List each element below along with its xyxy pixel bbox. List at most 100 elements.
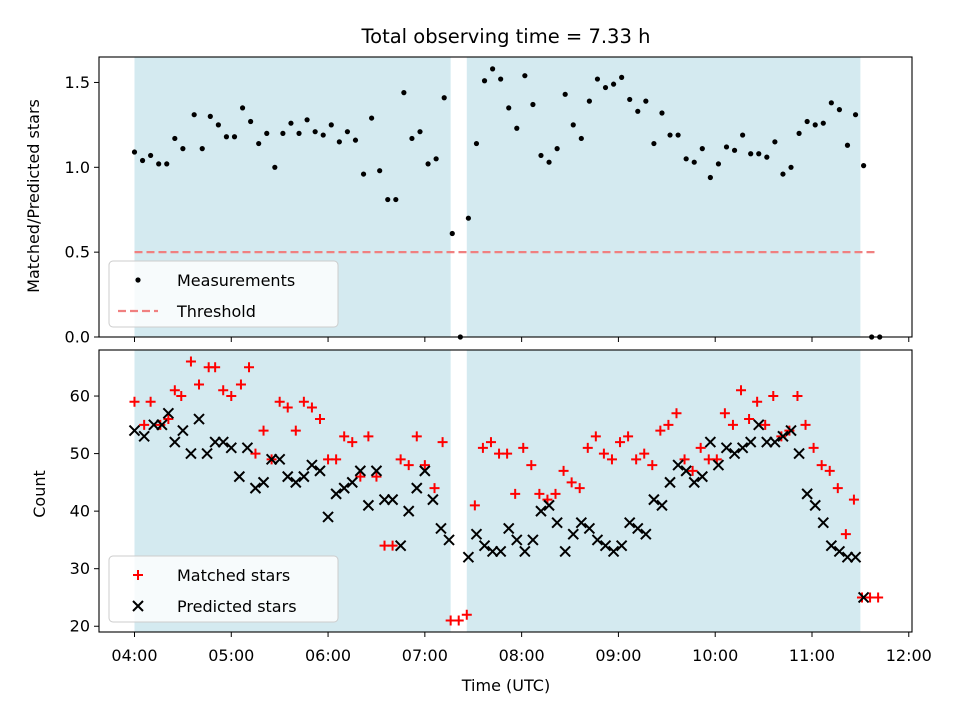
- y-tick-label: 1.0: [65, 158, 90, 177]
- predicted-star-point: [503, 522, 515, 535]
- matched-star-point: [655, 425, 666, 436]
- measurement-point: [401, 90, 407, 96]
- predicted-star-point: [346, 476, 358, 489]
- measurement-point: [586, 98, 592, 104]
- matched-star-point: [461, 609, 472, 620]
- matched-star-point: [429, 483, 440, 494]
- matched-star-point: [800, 419, 811, 430]
- predicted-star-point: [857, 591, 870, 604]
- matched-star-point: [371, 471, 382, 482]
- predicted-star-point: [672, 459, 684, 471]
- measurement-point: [852, 112, 859, 118]
- matched-star-point: [744, 414, 755, 425]
- measurement-point: [707, 174, 713, 181]
- predicted-star-point: [233, 470, 246, 483]
- predicted-star-point: [314, 465, 326, 477]
- matched-star-point: [510, 488, 521, 499]
- predicted-star-point: [241, 442, 254, 454]
- predicted-star-point: [567, 528, 579, 540]
- measurement-point: [731, 147, 738, 153]
- predicted-star-point: [599, 539, 612, 552]
- predicted-star-point: [338, 482, 350, 494]
- measurement-point: [320, 132, 326, 138]
- predicted-star-point: [511, 534, 523, 546]
- matched-star-point: [518, 442, 529, 453]
- measurement-point: [489, 66, 496, 72]
- measurement-point: [562, 91, 568, 97]
- predicted-star-point: [354, 465, 367, 477]
- predicted-star-point: [225, 442, 237, 454]
- matched-star-point: [485, 437, 496, 448]
- count-panel: 20 30 40 50 60 04:00 05:00 06:00 07:00 08:00 09:00…: [70, 349, 932, 665]
- matched-star-point: [282, 402, 293, 413]
- matched-star-point: [679, 454, 690, 465]
- predicted-star-point: [615, 539, 628, 552]
- predicted-star-point: [443, 534, 455, 546]
- measurement-point: [828, 100, 834, 106]
- predicted-star-point: [583, 522, 596, 535]
- predicted-star-point: [403, 505, 415, 517]
- ratio-panel: 0.0 0.5 1.0 1.5 Measurements Threshold: [65, 56, 913, 347]
- matched-star-point: [274, 396, 285, 407]
- predicted-star-point: [785, 424, 797, 437]
- predicted-star-point: [688, 476, 700, 489]
- predicted-star-point: [370, 465, 383, 477]
- measurement-point: [296, 130, 302, 136]
- predicted-star-point: [535, 505, 547, 517]
- matched-star-point: [639, 448, 650, 459]
- predicted-star-point: [833, 545, 846, 558]
- matched-star-point: [339, 431, 350, 442]
- matched-star-point: [290, 425, 301, 436]
- matched-star-point: [194, 379, 205, 390]
- predicted-star-point: [575, 516, 588, 529]
- measurement-point: [199, 146, 205, 152]
- matched-star-point: [566, 477, 577, 488]
- matched-star-point: [534, 488, 545, 499]
- measurement-point: [377, 168, 383, 174]
- predicted-star-point: [559, 545, 571, 558]
- predicted-star-point: [809, 499, 821, 512]
- predicted-star-point: [138, 430, 150, 443]
- measurement-point: [417, 129, 423, 135]
- measurement-point: [820, 120, 826, 126]
- x-tick-label: 10:00: [692, 646, 738, 665]
- legend-marker-predicted: [132, 600, 144, 612]
- x-axis-label: Time (UTC): [461, 676, 550, 695]
- measurement-point: [498, 76, 504, 82]
- legend-label: Threshold: [176, 302, 256, 321]
- matched-star-point: [574, 483, 585, 494]
- measurement-point: [425, 161, 431, 167]
- y-tick-label: 40: [70, 502, 90, 521]
- measurement-point: [433, 156, 439, 162]
- matched-star-point: [169, 385, 180, 396]
- x-tick-label: 12:00: [886, 646, 932, 665]
- y-tick-label: 0.0: [65, 328, 90, 347]
- matched-star-point: [776, 431, 787, 442]
- predicted-star-point: [298, 470, 310, 483]
- y-axis-label-count: Count: [30, 470, 49, 518]
- predicted-star-point: [156, 419, 168, 431]
- measurement-point: [715, 161, 722, 167]
- predicted-star-point: [704, 436, 717, 448]
- measurement-point: [288, 120, 294, 126]
- predicted-star-point: [551, 516, 563, 529]
- axes-frame: [98, 56, 913, 338]
- predicted-star-point: [177, 424, 189, 437]
- matched-star-point: [176, 391, 187, 402]
- predicted-star-point: [632, 522, 644, 535]
- measurement-point: [651, 140, 657, 147]
- measurement-point: [740, 132, 746, 138]
- figure-title: Total observing time = 7.33 h: [361, 25, 651, 48]
- measurement-point: [699, 146, 705, 152]
- matched-star-point: [727, 419, 738, 430]
- observing-interval-band: [466, 350, 861, 632]
- measurement-point: [393, 196, 399, 203]
- measurement-point: [764, 154, 770, 160]
- measurement-point: [522, 73, 528, 79]
- predicted-star-point: [494, 545, 507, 558]
- measurement-point: [328, 122, 334, 128]
- measurement-point: [772, 139, 778, 145]
- predicted-star-point: [193, 413, 205, 425]
- matched-star-point: [235, 379, 246, 390]
- observing-interval-band: [466, 57, 861, 337]
